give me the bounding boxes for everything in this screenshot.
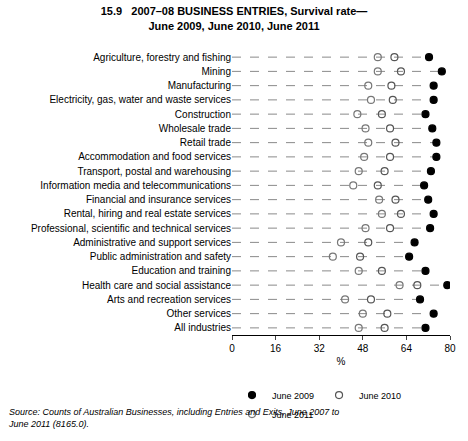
svg-text:0: 0 [229, 343, 235, 354]
svg-text:Mining: Mining [202, 66, 231, 77]
svg-text:48: 48 [357, 343, 369, 354]
svg-text:80: 80 [444, 343, 456, 354]
svg-text:%: % [337, 356, 346, 367]
svg-text:Manufacturing: Manufacturing [168, 80, 231, 91]
svg-text:Source: Counts of Australian B: Source: Counts of Australian Businesses,… [8, 407, 339, 429]
svg-text:Arts and recreation services: Arts and recreation services [107, 294, 231, 305]
svg-text:Other services: Other services [167, 308, 231, 319]
svg-text:16: 16 [270, 343, 282, 354]
svg-text:All industries: All industries [174, 322, 231, 333]
svg-text:Construction: Construction [175, 109, 231, 120]
svg-text:64: 64 [401, 343, 413, 354]
svg-text:32: 32 [314, 343, 326, 354]
svg-text:Electricity, gas, water and wa: Electricity, gas, water and waste servic… [49, 94, 231, 105]
svg-text:Rental, hiring and real estate: Rental, hiring and real estate services [64, 208, 231, 219]
svg-text:Health care and social assista: Health care and social assistance [82, 280, 231, 291]
svg-text:Financial and insurance servic: Financial and insurance services [86, 194, 231, 205]
svg-text:Wholesale trade: Wholesale trade [159, 123, 232, 134]
svg-text:Administrative and support ser: Administrative and support services [73, 237, 231, 248]
svg-text:June 2009: June 2009 [272, 391, 314, 401]
svg-text:June 2010: June 2010 [359, 391, 401, 401]
svg-text:Professional, scientific and t: Professional, scientific and technical s… [31, 223, 231, 234]
svg-text:June 2011: June 2011 [272, 410, 313, 420]
svg-text:Education and training: Education and training [131, 265, 231, 276]
svg-text:Retail trade: Retail trade [180, 137, 232, 148]
svg-text:Public administration and safe: Public administration and safety [90, 251, 231, 262]
svg-text:15.9 2007–08 BUSINESS ENTRIE: 15.9 2007–08 BUSINESS ENTRIES, Survival … [101, 5, 368, 31]
svg-text:Information media and telecomm: Information media and telecommunications [40, 180, 231, 191]
svg-text:Accommodation and food service: Accommodation and food services [78, 151, 231, 162]
svg-text:Agriculture, forestry and fish: Agriculture, forestry and fishing [93, 52, 231, 63]
svg-text:Transport, postal and warehous: Transport, postal and warehousing [77, 166, 231, 177]
